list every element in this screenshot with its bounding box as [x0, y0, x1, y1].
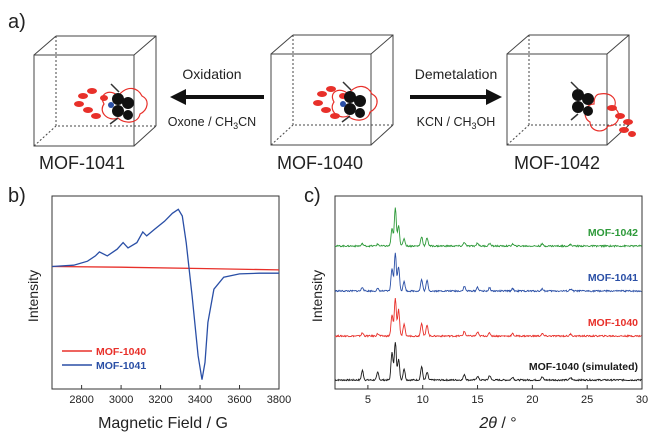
- molecule-illustration-middle: [313, 81, 378, 123]
- chart-c-series-mof-1042: [334, 207, 642, 249]
- demetalation-conditions: KCN / CH3OH: [417, 115, 496, 131]
- chart-b-legend: MOF-1040 MOF-1041: [62, 346, 146, 372]
- demetalation-conditions-pre: KCN / CH: [417, 115, 472, 129]
- chart-b-series-mof-1040: [51, 265, 280, 271]
- chart-b-series-mof-1041: [51, 208, 279, 380]
- chart-c-tick-label: 5: [365, 394, 371, 406]
- panel-b-label: b): [8, 185, 26, 207]
- chart-c-series-mof-1041: [334, 252, 642, 293]
- oxidation-conditions-pre: Oxone / CH: [168, 115, 233, 129]
- chart-c-xlabel-italic: 2θ: [478, 415, 497, 432]
- chart-b-xlabel: Magnetic Field / G: [98, 415, 228, 432]
- chart-c-tick-label: 30: [636, 394, 648, 406]
- oxidation-conditions: Oxone / CH3CN: [168, 115, 256, 131]
- chart-b-xticks: 2800 3000 3200 3400 3600 3800: [69, 385, 291, 406]
- wireframe-box-right: [506, 34, 630, 146]
- chart-c-series-mof-1040-simulated-: [334, 342, 642, 382]
- chart-c-xlabel-rest: / °: [497, 415, 517, 432]
- legend-b-mof-1041: MOF-1041: [96, 360, 146, 372]
- oxidation-arrow: [170, 89, 264, 105]
- chart-c-tick-label: 20: [526, 394, 538, 406]
- chart-c-series-label: MOF-1040: [588, 317, 638, 329]
- oxidation-conditions-sub: 3: [233, 121, 238, 131]
- chart-b-tick-label: 3200: [148, 394, 172, 406]
- panel-a-label: a): [8, 11, 26, 33]
- panel-c-label: c): [304, 185, 321, 207]
- chart-b-tick-label: 3000: [109, 394, 133, 406]
- molecule-illustration-right: [570, 81, 636, 137]
- chart-b-frame: [51, 195, 280, 390]
- oxidation-label: Oxidation: [182, 66, 241, 82]
- molecule-illustration-left: [74, 83, 148, 125]
- chart-b-series: [51, 208, 280, 380]
- chart-c-tick-label: 25: [581, 394, 593, 406]
- mof-1042-label: MOF-1042: [514, 153, 600, 173]
- demetalation-conditions-post: OH: [477, 115, 496, 129]
- chart-c-ylabel: Intensity: [309, 270, 325, 322]
- chart-c-xticks: 5 10 15 20 25 30: [365, 385, 648, 406]
- wireframe-box-left: [33, 35, 157, 147]
- demetalation-arrow: [410, 89, 502, 105]
- wireframe-box-middle: [270, 34, 394, 146]
- chart-c-series-mof-1040: [334, 297, 642, 338]
- chart-c-tick-label: 15: [471, 394, 483, 406]
- chart-c-series-label: MOF-1040 (simulated): [529, 361, 638, 373]
- chart-b-tick-label: 2800: [69, 394, 93, 406]
- chart-b-tick-label: 3800: [267, 394, 291, 406]
- chart-b-tick-label: 3400: [188, 394, 212, 406]
- chart-c-series: [334, 207, 642, 382]
- chart-c-frame: [334, 195, 643, 390]
- demetalation-label: Demetalation: [415, 66, 498, 82]
- chart-c-xlabel: 2θ / °: [478, 415, 516, 432]
- chart-c-series-label: MOF-1041: [588, 272, 638, 284]
- chart-b-ylabel: Intensity: [25, 270, 41, 322]
- chart-c-tick-label: 10: [417, 394, 429, 406]
- oxidation-conditions-post: CN: [238, 115, 256, 129]
- chart-c-series-label: MOF-1042: [588, 227, 638, 239]
- chart-b-tick-label: 3600: [227, 394, 251, 406]
- legend-b-mof-1040: MOF-1040: [96, 346, 146, 358]
- mof-1040-label: MOF-1040: [277, 153, 363, 173]
- demetalation-conditions-sub: 3: [472, 121, 477, 131]
- chart-c-series-labels: MOF-1040 (simulated) MOF-1040 MOF-1041 MOF-…: [529, 227, 638, 373]
- mof-1041-label: MOF-1041: [39, 153, 125, 173]
